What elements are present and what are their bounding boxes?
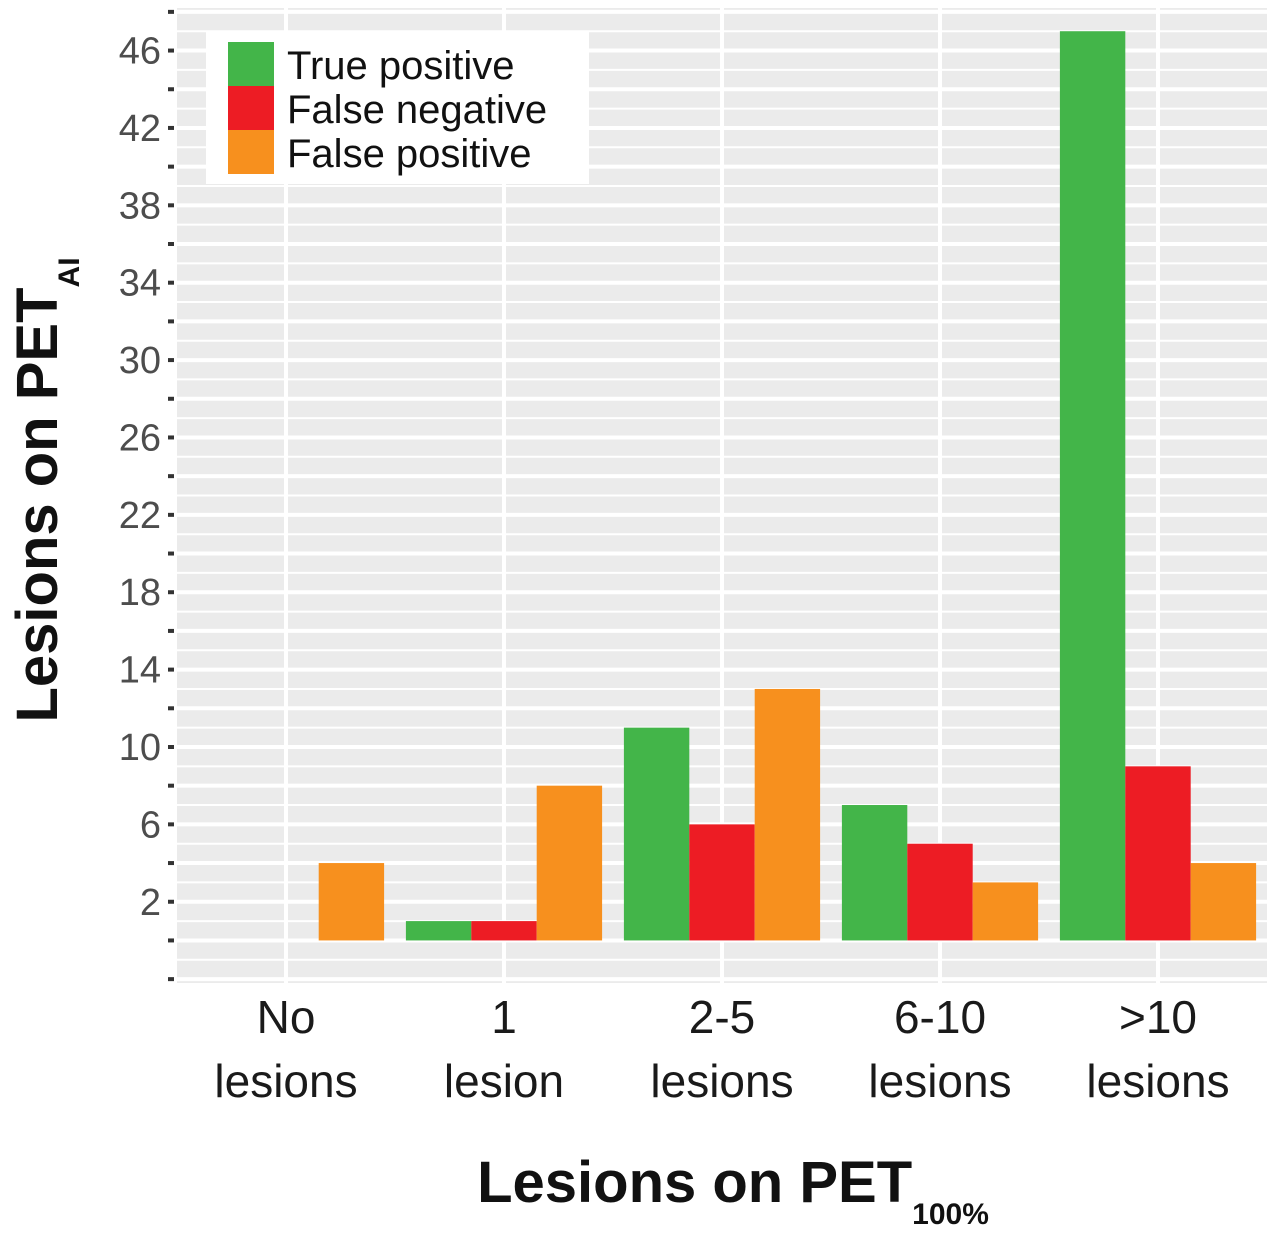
legend-label: False negative [287, 88, 547, 132]
x-tick-label: No lesions [214, 991, 357, 1107]
y-tick-label: 22 [119, 495, 161, 537]
y-tick-label: 10 [119, 727, 161, 769]
x-tick-label-line: 2-5 [689, 991, 755, 1043]
y-tick-label: 14 [119, 650, 161, 692]
y-tick-label: 46 [119, 31, 161, 73]
x-tick-label: 1 lesion [444, 991, 564, 1107]
bar [318, 863, 385, 941]
y-tick-label: 6 [140, 804, 161, 846]
x-tick-label-line: lesions [1086, 1055, 1229, 1107]
bar [471, 921, 537, 941]
legend-key [228, 130, 274, 174]
x-tick-label-line: lesions [214, 1055, 357, 1107]
x-axis-title-main: Lesions on PET [477, 1150, 912, 1215]
legend-key [228, 86, 274, 130]
x-tick-label-line: lesion [444, 1055, 564, 1107]
y-tick-label: 34 [119, 263, 161, 305]
bar [405, 921, 472, 941]
bars [318, 31, 1257, 941]
bar [689, 824, 755, 941]
y-tick-label: 30 [119, 340, 161, 382]
x-tick-label: 2-5 lesions [650, 991, 793, 1107]
y-tick-label: 2 [140, 882, 161, 924]
x-tick-label-line: >10 [1119, 991, 1197, 1043]
y-axis-title-main: Lesions on PET [5, 287, 70, 722]
y-tick-label: 18 [119, 572, 161, 614]
legend-label: False positive [287, 132, 532, 176]
y-tick-label: 42 [119, 108, 161, 150]
x-tick-label-line: lesions [650, 1055, 793, 1107]
x-tick-label: >10 lesions [1086, 991, 1229, 1107]
legend-key [228, 42, 274, 86]
x-tick-label-line: 1 [491, 991, 517, 1043]
bar [754, 688, 821, 941]
bar [1125, 766, 1191, 941]
bar [972, 882, 1039, 941]
bar [1190, 863, 1257, 941]
y-tick-label: 38 [119, 185, 161, 227]
bar [841, 805, 908, 941]
x-tick-label-line: 6-10 [894, 991, 986, 1043]
bar [536, 785, 603, 941]
bar [1059, 31, 1126, 941]
x-tick-label-line: lesions [868, 1055, 1011, 1107]
x-axis-title: Lesions on PET100% [477, 1150, 989, 1231]
bar [623, 727, 690, 941]
x-tick-label: 6-10 lesions [868, 991, 1011, 1107]
bar [907, 843, 973, 941]
legend-label: True positive [287, 44, 515, 88]
x-tick-label-line: No [257, 991, 316, 1043]
y-axis-title-sub: AI [53, 257, 86, 287]
y-tick-label: 26 [119, 417, 161, 459]
x-axis-title-sub: 100% [912, 1198, 989, 1231]
y-axis-title: Lesions on PETAI [5, 257, 86, 722]
